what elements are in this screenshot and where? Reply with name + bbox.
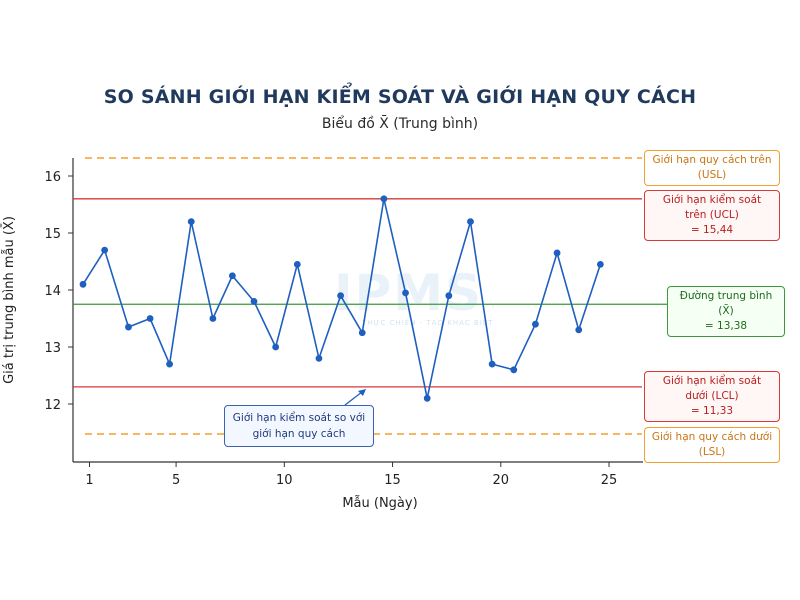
ucl-label-box: Giới hạn kiểm soát trên (UCL) = 15,44 — [644, 190, 780, 241]
annotation-box: Giới hạn kiểm soát so với giới hạn quy c… — [224, 405, 374, 447]
data-point — [402, 289, 409, 297]
data-point — [575, 326, 583, 334]
y-tick-label: 12 — [44, 398, 61, 413]
chart-title: SO SÁNH GIỚI HẠN KIỂM SOÁT VÀ GIỚI HẠN Q… — [103, 86, 697, 108]
x-tick-label: 5 — [172, 473, 180, 488]
data-point — [532, 320, 539, 328]
y-tick-label: 16 — [44, 170, 61, 185]
data-point — [125, 323, 132, 331]
ucl-label: Giới hạn kiểm soát trên (UCL) — [662, 194, 762, 221]
y-axis-label: Giá trị trung bình mẫu (X̄) — [2, 216, 17, 384]
data-point — [79, 280, 87, 288]
x-tick-label: 10 — [276, 473, 293, 488]
cl-label-box: Đường trung bình (X̄) = 13,38 — [667, 286, 785, 337]
lsl-label: Giới hạn quy cách dưới (LSL) — [651, 431, 773, 458]
y-tick-label: 13 — [44, 341, 61, 356]
lcl-value: = 11,33 — [690, 405, 734, 417]
data-point — [423, 394, 431, 402]
data-point — [553, 249, 561, 257]
data-point — [250, 298, 258, 305]
data-point — [358, 329, 366, 337]
x-tick-label: 1 — [85, 473, 93, 488]
data-point — [293, 260, 301, 268]
cl-label: Đường trung bình (X̄) — [679, 290, 773, 317]
annotation-arrowhead — [358, 389, 366, 396]
x-tick-label: 25 — [601, 473, 618, 488]
data-point — [315, 355, 323, 362]
data-point — [337, 292, 344, 300]
data-point — [445, 292, 453, 300]
annotation-text: Giới hạn kiểm soát so với giới hạn quy c… — [232, 412, 366, 440]
data-point — [488, 360, 496, 368]
chart-subtitle: Biểu đồ X̄ (Trung bình) — [321, 116, 479, 132]
ucl-value: = 15,44 — [690, 224, 734, 236]
data-point — [467, 218, 474, 226]
data-point — [101, 246, 109, 254]
data-point — [146, 315, 154, 322]
data-point — [596, 260, 604, 268]
y-tick-label: 14 — [44, 284, 61, 299]
y-tick-label: 15 — [44, 227, 61, 242]
data-point — [228, 272, 236, 280]
usl-label-box: Giới hạn quy cách trên (USL) — [644, 150, 780, 186]
data-point — [510, 366, 518, 374]
data-point — [187, 218, 195, 226]
annotation-arrow — [344, 391, 363, 406]
usl-label: Giới hạn quy cách trên (USL) — [652, 154, 772, 181]
data-point — [380, 195, 388, 203]
x-axis-label: Mẫu (Ngày) — [342, 496, 418, 511]
lsl-label-box: Giới hạn quy cách dưới (LSL) — [644, 427, 780, 463]
watermark-tagline: THỰC CHIẾN - TẠO KHÁC BIỆT — [362, 319, 494, 327]
x-tick-label: 20 — [493, 473, 510, 488]
lcl-label-box: Giới hạn kiểm soát dưới (LCL) = 11,33 — [644, 371, 780, 422]
data-point — [166, 360, 173, 368]
lcl-label: Giới hạn kiểm soát dưới (LCL) — [662, 375, 762, 402]
x-tick-label: 15 — [384, 473, 401, 488]
cl-value: = 13,38 — [704, 320, 748, 332]
data-point — [272, 343, 280, 351]
data-point — [209, 315, 217, 322]
